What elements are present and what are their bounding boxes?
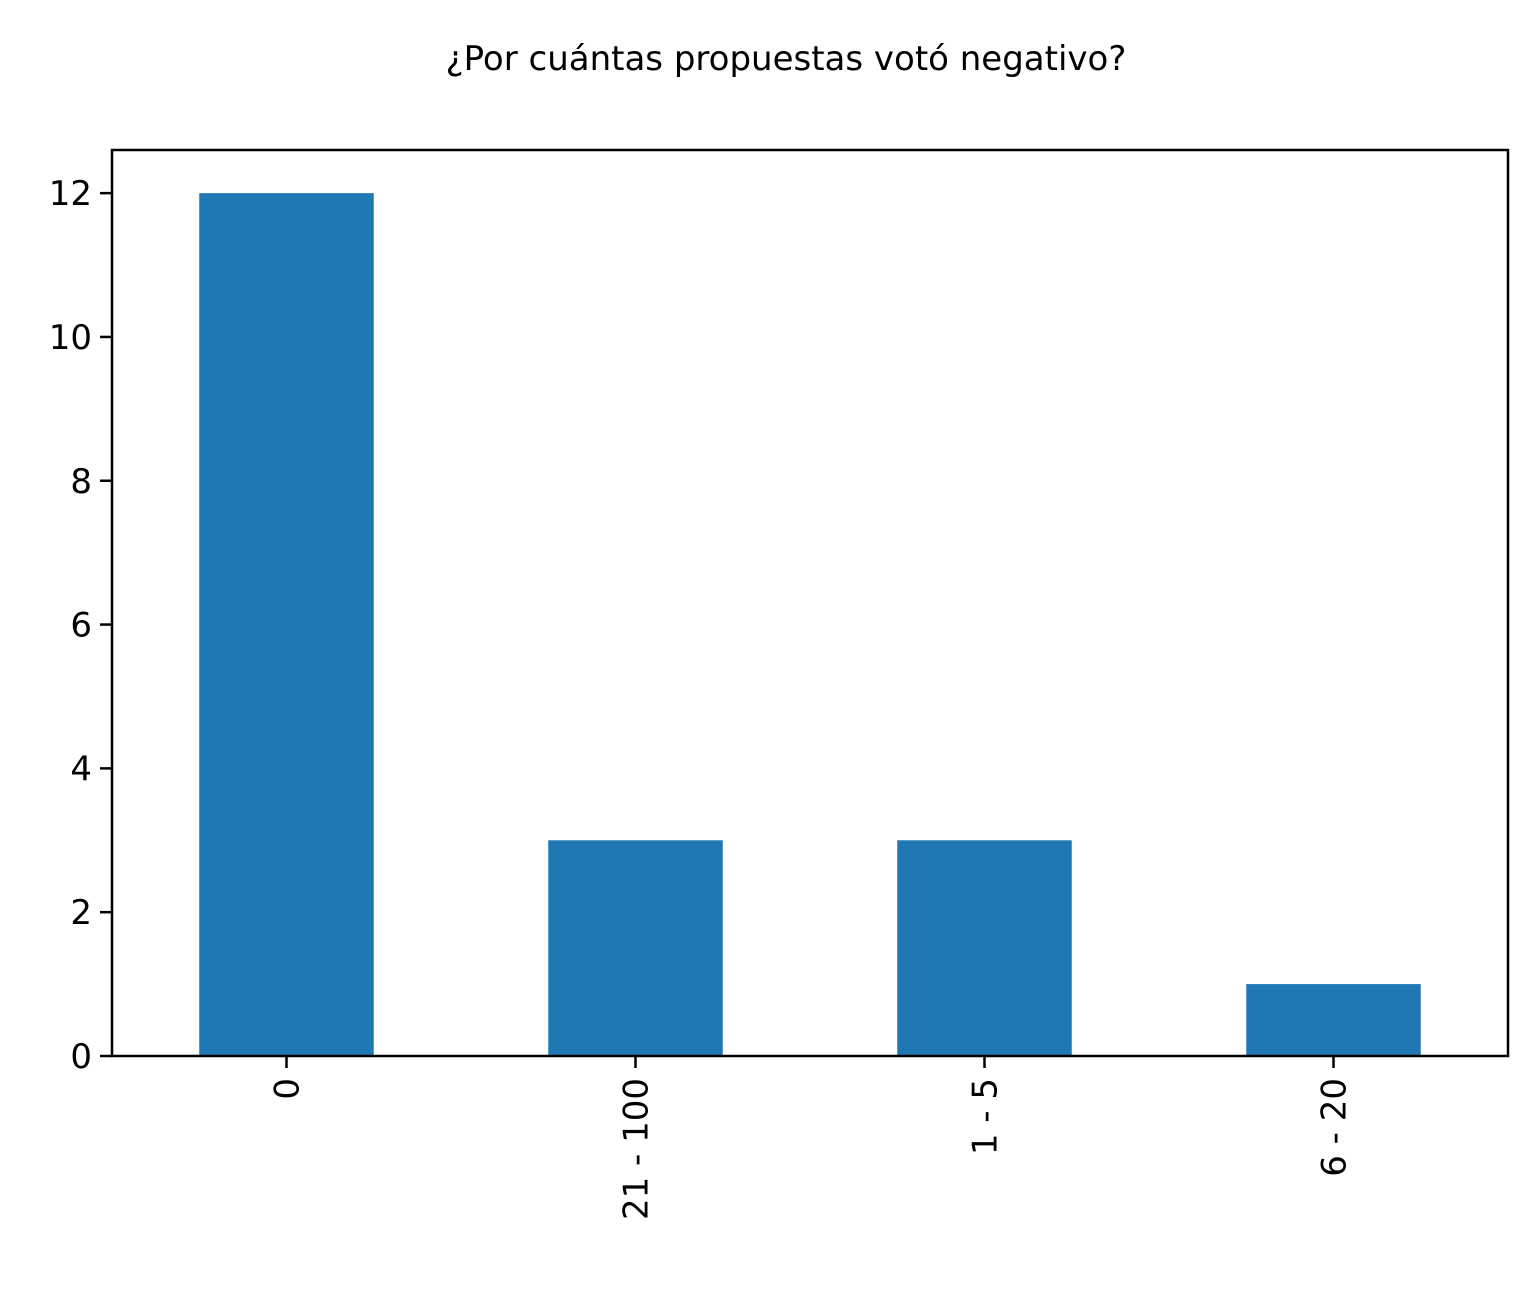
y-tick-label-3: 6 [70,606,92,646]
chart-title: ¿Por cuántas propuestas votó negativo? [446,39,1127,79]
bar-3 [1246,984,1421,1056]
plot-frame [110,148,1510,1058]
bar-2 [897,840,1072,1056]
x-tick-label-2: 1 - 5 [966,1078,1006,1155]
bar-0 [199,193,374,1056]
bar-1 [548,840,723,1056]
y-tick-label-5: 10 [49,318,92,358]
y-tick-label-6: 12 [49,174,92,214]
x-tick-label-3: 6 - 20 [1315,1078,1355,1177]
y-tick-label-0: 0 [70,1037,92,1077]
x-tick-label-1: 21 - 100 [617,1078,657,1220]
bars-layer [199,193,1421,1056]
axes-layer: 0 2 4 6 8 10 12 0 21 - 100 1 - 5 6 - 20 [49,174,1355,1220]
y-tick-label-1: 2 [70,893,92,933]
y-tick-label-2: 4 [70,749,92,789]
y-tick-label-4: 8 [70,462,92,502]
x-tick-label-0: 0 [268,1078,308,1100]
